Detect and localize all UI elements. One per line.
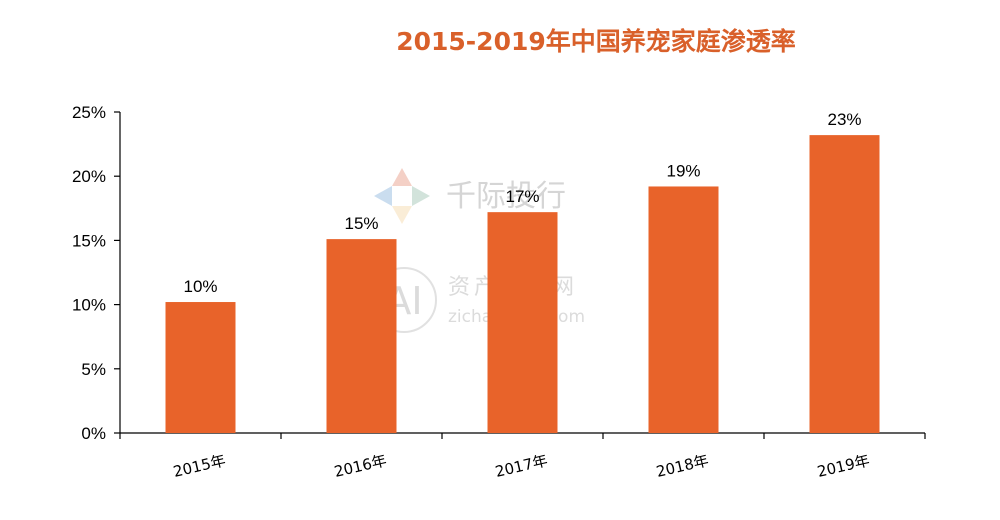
chart-title: 2015-2019年中国养宠家庭渗透率: [396, 27, 796, 56]
bar-2016年: [326, 239, 397, 433]
y-tick-label: 5%: [81, 360, 106, 379]
bar-2017年: [487, 212, 558, 433]
category-labels: 2015年 2016年 2017年 2018年 2019年: [171, 451, 871, 481]
category-label: 2019年: [815, 451, 871, 481]
data-label: 19%: [666, 161, 700, 180]
bars: [165, 135, 880, 433]
y-tick-label: 20%: [72, 167, 106, 186]
data-label: 23%: [827, 110, 861, 129]
watermark-brand: 千际投行: [446, 179, 566, 214]
category-label: 2015年: [171, 451, 227, 481]
category-label: 2017年: [493, 451, 549, 481]
category-label: 2018年: [654, 451, 710, 481]
data-label: 15%: [344, 214, 378, 233]
y-tick-label: 0%: [81, 424, 106, 443]
data-label: 17%: [505, 187, 539, 206]
category-label: 2016年: [332, 451, 388, 481]
watermark-logo-icon: [374, 168, 430, 224]
data-labels: 10% 15% 17% 19% 23%: [183, 110, 861, 296]
bar-2018年: [648, 186, 719, 433]
data-label: 10%: [183, 277, 217, 296]
bar-2019年: [809, 135, 880, 433]
y-tick-label: 25%: [72, 103, 106, 122]
y-tick-label: 15%: [72, 231, 106, 250]
y-tick-label: 10%: [72, 296, 106, 315]
bar-2015年: [165, 302, 236, 433]
y-axis: 0% 5% 10% 15% 20% 25%: [72, 103, 121, 443]
x-axis: [119, 432, 926, 439]
